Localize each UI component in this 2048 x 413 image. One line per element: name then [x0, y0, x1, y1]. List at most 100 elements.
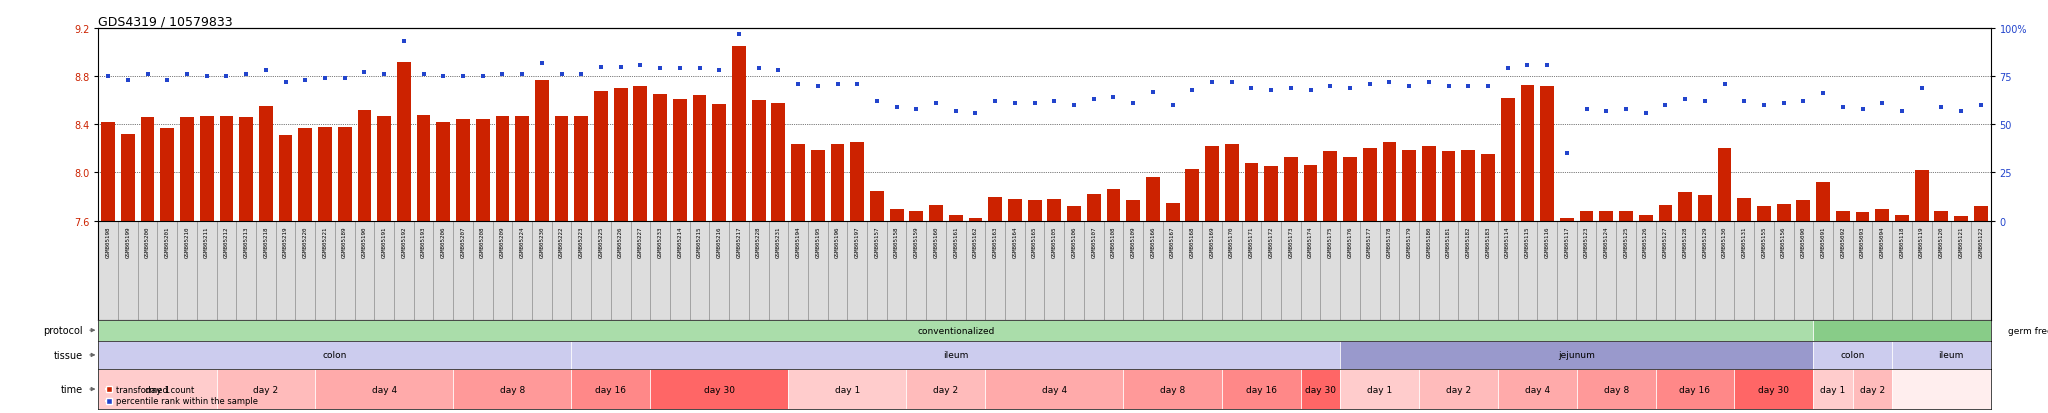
Text: day 8: day 8	[1604, 385, 1628, 394]
Bar	[256, 221, 276, 320]
Bar	[1481, 155, 1495, 221]
Text: GSM805173: GSM805173	[1288, 226, 1294, 257]
Bar	[434, 221, 453, 320]
Bar	[100, 123, 115, 221]
Bar	[989, 197, 1001, 221]
Point	[1057, 102, 1090, 109]
Bar	[791, 144, 805, 221]
Text: jejunum: jejunum	[1559, 351, 1595, 360]
Text: GSM805208: GSM805208	[479, 226, 485, 257]
Point	[762, 68, 795, 74]
Text: GSM805155: GSM805155	[1761, 226, 1767, 257]
Text: GSM805211: GSM805211	[205, 226, 209, 257]
Text: conventionalized: conventionalized	[918, 326, 995, 335]
Text: GSM805170: GSM805170	[1229, 226, 1235, 257]
Point	[1649, 102, 1681, 109]
Bar	[1442, 152, 1456, 221]
Bar	[1774, 221, 1794, 320]
Text: GSM805219: GSM805219	[283, 226, 289, 257]
Bar	[909, 211, 924, 221]
Bar	[535, 81, 549, 221]
Point	[860, 99, 893, 105]
Bar	[492, 221, 512, 320]
Bar	[1757, 206, 1772, 221]
Point	[565, 72, 598, 78]
Bar	[1735, 369, 1812, 409]
Bar	[1812, 341, 1892, 369]
Point	[1708, 81, 1741, 88]
Bar	[1067, 206, 1081, 221]
Bar	[1638, 215, 1653, 221]
Text: GSM805156: GSM805156	[1782, 226, 1786, 257]
Text: GSM805228: GSM805228	[756, 226, 762, 257]
Point	[190, 74, 223, 80]
Bar	[1561, 219, 1573, 221]
Bar	[1006, 221, 1024, 320]
Bar	[1282, 221, 1300, 320]
Bar	[1300, 221, 1321, 320]
Bar	[137, 221, 158, 320]
Text: colon: colon	[324, 351, 346, 360]
Point	[1452, 83, 1485, 90]
Bar	[1122, 369, 1223, 409]
Bar	[240, 118, 254, 221]
Text: GSM805179: GSM805179	[1407, 226, 1411, 257]
Bar	[1143, 221, 1163, 320]
Point	[1274, 85, 1307, 92]
Bar	[1284, 157, 1298, 221]
Point	[408, 72, 440, 78]
Text: GSM805162: GSM805162	[973, 226, 979, 257]
Point	[1845, 106, 1878, 113]
Text: GSM805212: GSM805212	[223, 226, 229, 257]
Bar	[453, 369, 571, 409]
Text: GSM805207: GSM805207	[461, 226, 465, 257]
Point	[1905, 85, 1937, 92]
Point	[1018, 100, 1051, 107]
Bar	[1915, 171, 1929, 221]
Point	[801, 83, 834, 90]
Text: GSM805121: GSM805121	[1958, 226, 1964, 257]
Bar	[614, 89, 627, 221]
Bar	[1245, 164, 1257, 221]
Text: GSM805181: GSM805181	[1446, 226, 1452, 257]
Bar	[299, 128, 311, 221]
Text: GSM805198: GSM805198	[106, 226, 111, 257]
Text: day 30: day 30	[1305, 385, 1335, 394]
Point	[467, 74, 500, 80]
Bar	[870, 191, 885, 221]
Bar	[788, 369, 907, 409]
Point	[741, 66, 774, 73]
Text: GSM805200: GSM805200	[145, 226, 150, 257]
Point	[1571, 106, 1604, 113]
Text: day 2: day 2	[1446, 385, 1470, 394]
Point	[1550, 150, 1583, 157]
Bar	[1538, 221, 1556, 320]
Bar	[1339, 341, 1812, 369]
Bar	[1182, 221, 1202, 320]
Bar	[551, 221, 571, 320]
Bar	[1872, 221, 1892, 320]
Bar	[1202, 221, 1223, 320]
Point	[940, 108, 973, 115]
Text: GSM805161: GSM805161	[952, 226, 958, 257]
Text: GSM805090: GSM805090	[1800, 226, 1806, 257]
Text: GDS4319 / 10579833: GDS4319 / 10579833	[98, 16, 233, 29]
Bar	[1855, 213, 1870, 221]
Bar	[573, 116, 588, 221]
Text: GSM805195: GSM805195	[815, 226, 821, 257]
Bar	[1876, 209, 1888, 221]
Point	[1589, 108, 1622, 115]
Bar	[397, 62, 412, 221]
Text: day 2: day 2	[1860, 385, 1884, 394]
Bar	[571, 369, 649, 409]
Text: GSM805158: GSM805158	[895, 226, 899, 257]
Point	[545, 72, 578, 78]
Text: GSM805218: GSM805218	[264, 226, 268, 257]
Text: day 4: day 4	[1042, 385, 1067, 394]
Bar	[848, 221, 866, 320]
Bar	[1974, 206, 1989, 221]
Bar	[1339, 369, 1419, 409]
Text: GSM805127: GSM805127	[1663, 226, 1667, 257]
Text: GSM805225: GSM805225	[598, 226, 604, 257]
Point	[920, 100, 952, 107]
